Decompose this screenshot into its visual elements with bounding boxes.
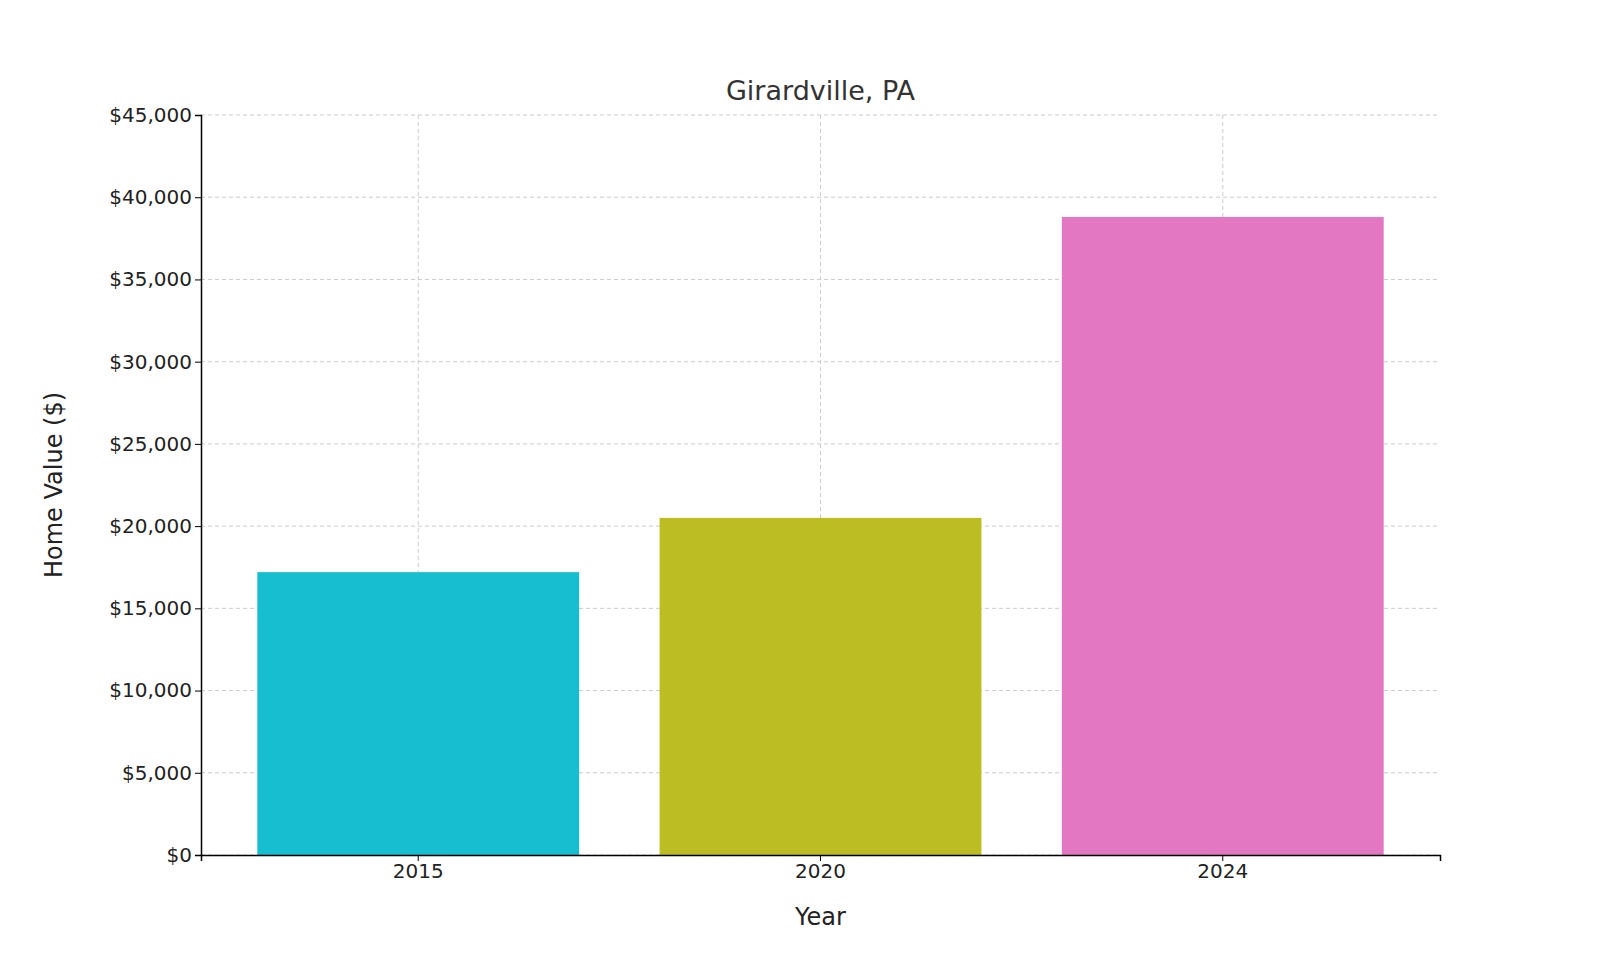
y-axis-title: Home Value ($) xyxy=(40,392,68,578)
bar xyxy=(257,572,579,855)
title: Girardville, PA xyxy=(726,75,916,106)
y-tick: $10,000 xyxy=(109,678,201,702)
x-axis: 2015 2020 2024 xyxy=(202,855,1441,883)
y-tick-mark xyxy=(195,526,201,527)
y-tick: $15,000 xyxy=(109,596,201,620)
chart: $0 $5,000 $10,000 $15,000 $20,000 $25,000 $30,… xyxy=(0,0,1600,960)
y-tick-label: $5,000 xyxy=(122,761,192,785)
y-tick-label: $30,000 xyxy=(109,350,192,374)
x-tick-label: 2024 xyxy=(1197,859,1248,883)
y-tick-mark xyxy=(195,115,201,116)
y-tick: $40,000 xyxy=(109,185,201,209)
bar xyxy=(660,518,982,855)
grid xyxy=(201,115,1440,855)
x-tick: 2024 xyxy=(1197,855,1248,883)
x-tick: 2015 xyxy=(393,855,444,883)
y-axis-line xyxy=(195,116,202,856)
y-tick-mark xyxy=(195,279,201,280)
y-tick-label: $35,000 xyxy=(109,267,192,291)
y-tick-mark xyxy=(195,608,201,609)
x-tick: 2020 xyxy=(795,855,846,883)
y-tick-mark xyxy=(195,362,201,363)
y-tick-label: $25,000 xyxy=(109,432,192,456)
y-tick: $5,000 xyxy=(122,761,201,785)
plot-area: $0 $5,000 $10,000 $15,000 $20,000 $25,000 $30,… xyxy=(109,103,1440,883)
y-tick-label: $0 xyxy=(167,843,192,867)
y-tick-label: $40,000 xyxy=(109,185,192,209)
y-tick-mark xyxy=(195,773,201,774)
x-axis-title: Year xyxy=(794,903,846,931)
y-tick-mark xyxy=(195,855,201,856)
x-tick-label: 2015 xyxy=(393,859,444,883)
y-tick: $20,000 xyxy=(109,514,201,538)
grid-line xyxy=(201,197,1440,198)
y-tick-label: $20,000 xyxy=(109,514,192,538)
y-tick: $25,000 xyxy=(109,432,201,456)
y-tick: $35,000 xyxy=(109,267,201,291)
y-tick-label: $45,000 xyxy=(109,103,192,127)
y-axis: $0 $5,000 $10,000 $15,000 $20,000 $25,000 $30,… xyxy=(109,103,201,867)
y-tick-mark xyxy=(195,691,201,692)
y-tick-mark xyxy=(195,444,201,445)
bar xyxy=(1062,217,1384,855)
y-tick: $45,000 xyxy=(109,103,201,127)
y-tick-label: $10,000 xyxy=(109,678,192,702)
bars xyxy=(257,217,1383,855)
y-tick: $30,000 xyxy=(109,350,201,374)
y-tick-label: $15,000 xyxy=(109,596,192,620)
x-tick-label: 2020 xyxy=(795,859,846,883)
y-tick-mark xyxy=(195,197,201,198)
y-tick: $0 xyxy=(167,843,201,867)
